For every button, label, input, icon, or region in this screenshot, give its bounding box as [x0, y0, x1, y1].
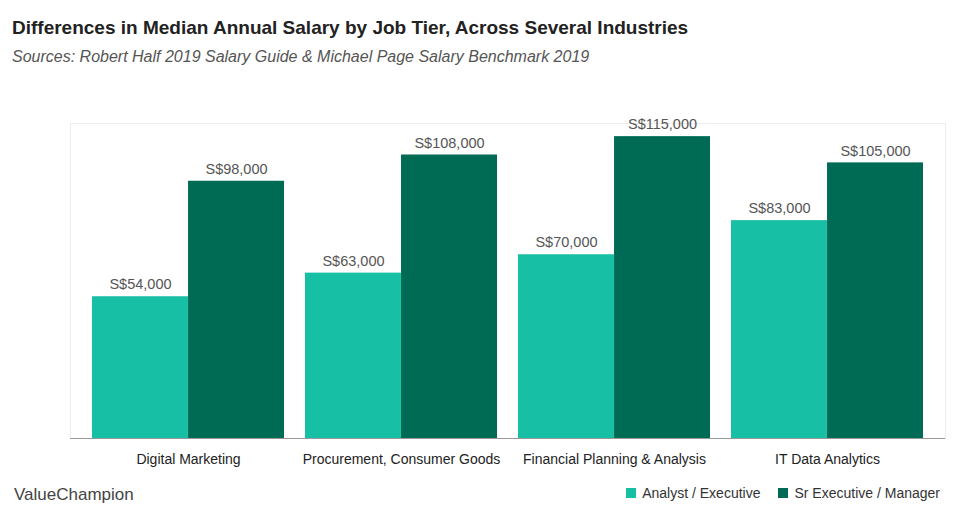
html-text:Sr Executive / Manager: Sr Executive / Manager [794, 485, 940, 501]
svg-text:S$54,000: S$54,000 [109, 276, 171, 292]
svg-text:Digital Marketing: Digital Marketing [136, 451, 240, 467]
svg-text:S$108,000: S$108,000 [414, 135, 484, 151]
html-text:Differences in Median Annual S: Differences in Median Annual Salary by J… [12, 17, 689, 38]
svg-text:S$70,000: S$70,000 [535, 234, 597, 250]
svg-text:S$83,000: S$83,000 [748, 200, 810, 216]
svg-text:S$105,000: S$105,000 [840, 143, 910, 159]
html-text:Sources: Robert Half 2019 Sala: Sources: Robert Half 2019 Salary Guide &… [12, 48, 590, 65]
svg-text:Procurement, Consumer Goods: Procurement, Consumer Goods [303, 451, 501, 467]
svg-text:S$115,000: S$115,000 [628, 116, 697, 132]
html-text:Analyst / Executive: Analyst / Executive [642, 485, 761, 501]
html-text:ValueChampion: ValueChampion [14, 485, 134, 504]
svg-text:Financial Planning & Analysis: Financial Planning & Analysis [523, 451, 706, 467]
svg-text:S$98,000: S$98,000 [205, 161, 267, 177]
svg-text:S$63,000: S$63,000 [322, 253, 384, 269]
svg-text:IT Data Analytics: IT Data Analytics [775, 451, 880, 467]
